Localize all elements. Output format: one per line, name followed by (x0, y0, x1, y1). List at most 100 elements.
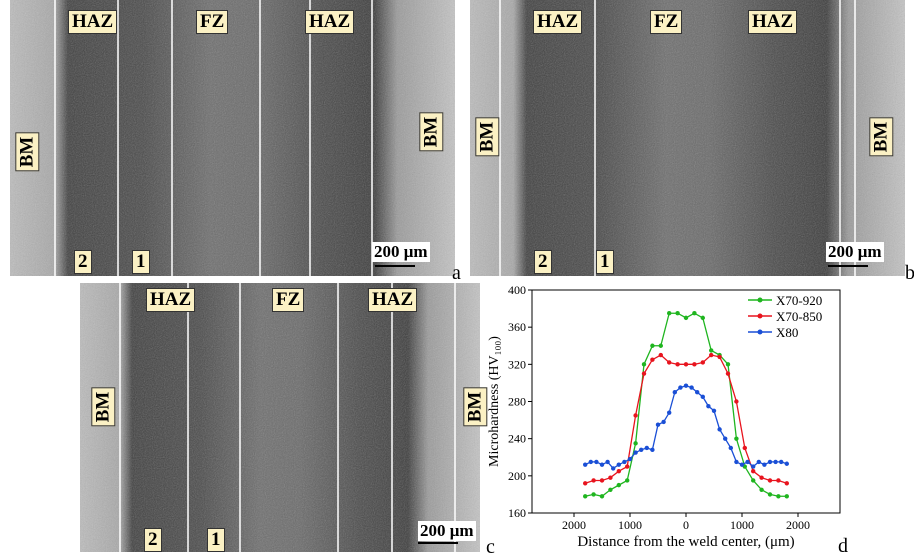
data-point (695, 390, 699, 394)
data-point (583, 462, 587, 466)
data-point (583, 481, 587, 485)
zone-label: HAZ (68, 10, 117, 34)
legend-marker (758, 298, 763, 303)
data-point (594, 460, 598, 464)
data-point (617, 483, 621, 487)
y-tick-label: 240 (508, 432, 526, 446)
data-point (659, 344, 663, 348)
zone-label: HAZ (368, 288, 417, 312)
zone-label: HAZ (146, 288, 195, 312)
zone-label: 1 (132, 250, 150, 274)
x-tick-label: 2000 (786, 518, 810, 532)
data-point (650, 357, 654, 361)
data-point (701, 360, 705, 364)
data-point (709, 353, 713, 357)
y-tick-label: 160 (508, 506, 526, 520)
zone-label: HAZ (748, 10, 797, 34)
data-point (675, 311, 679, 315)
figure: 16020024028032036040020001000010002000Di… (0, 0, 914, 552)
data-point (628, 457, 632, 461)
data-point (751, 469, 755, 473)
zone-label-vertical: BM (463, 388, 487, 427)
data-point (762, 462, 766, 466)
data-point (751, 464, 755, 468)
data-point (734, 436, 738, 440)
zone-label: FZ (196, 10, 228, 34)
data-point (589, 460, 593, 464)
y-axis-label: Microhardness (HV₁₀₀) (487, 336, 502, 467)
x-axis-label: Distance from the weld center, (μm) (577, 534, 794, 550)
data-point (712, 409, 716, 413)
scale-bar-label: 200 μm (826, 242, 884, 262)
data-point (608, 475, 612, 479)
data-point (656, 423, 660, 427)
data-point (678, 385, 682, 389)
data-point (773, 460, 777, 464)
data-point (759, 488, 763, 492)
zone-label-vertical: BM (475, 118, 499, 157)
data-point (642, 371, 646, 375)
data-point (684, 362, 688, 366)
data-point (729, 446, 733, 450)
y-tick-label: 320 (508, 357, 526, 371)
zone-label-vertical: BM (419, 113, 443, 152)
zone-label: HAZ (533, 10, 582, 34)
legend-label: X80 (776, 325, 798, 340)
data-point (701, 395, 705, 399)
data-point (701, 316, 705, 320)
data-point (622, 460, 626, 464)
data-point (743, 446, 747, 450)
y-tick-label: 360 (508, 320, 526, 334)
data-point (667, 410, 671, 414)
data-point (726, 371, 730, 375)
zone-label-vertical: BM (15, 133, 39, 172)
zone-label: 2 (74, 250, 92, 274)
data-point (785, 462, 789, 466)
data-point (768, 492, 772, 496)
zone-label: 1 (596, 250, 614, 274)
data-point (734, 460, 738, 464)
data-point (768, 460, 772, 464)
panel-letter: b (905, 262, 914, 285)
data-point (726, 362, 730, 366)
data-point (684, 384, 688, 388)
data-point (600, 478, 604, 482)
data-point (633, 441, 637, 445)
data-point (723, 436, 727, 440)
x-tick-label: 1000 (730, 518, 754, 532)
legend-label: X70-850 (776, 309, 822, 324)
data-point (757, 460, 761, 464)
zone-label-vertical: BM (869, 118, 893, 157)
data-point (675, 362, 679, 366)
scale-bar-label: 200 μm (372, 242, 430, 262)
zone-label: FZ (272, 288, 304, 312)
data-point (692, 362, 696, 366)
data-point (650, 448, 654, 452)
scale-bar-label: 200 μm (418, 521, 476, 541)
legend-marker (758, 330, 763, 335)
legend-marker (758, 314, 763, 319)
data-point (684, 316, 688, 320)
data-point (673, 390, 677, 394)
data-point (667, 311, 671, 315)
data-point (779, 460, 783, 464)
data-point (591, 492, 595, 496)
data-point (709, 348, 713, 352)
zone-label-vertical: BM (91, 388, 115, 427)
data-point (776, 494, 780, 498)
data-point (785, 494, 789, 498)
panel-letter: a (452, 262, 461, 285)
data-point (759, 475, 763, 479)
zone-label: 2 (144, 528, 162, 552)
zone-label: FZ (650, 10, 682, 34)
data-point (692, 311, 696, 315)
x-tick-label: 2000 (562, 518, 586, 532)
data-point (611, 466, 615, 470)
data-point (745, 460, 749, 464)
y-tick-label: 280 (508, 395, 526, 409)
data-point (717, 355, 721, 359)
data-point (583, 494, 587, 498)
data-point (645, 446, 649, 450)
zone-label: HAZ (305, 10, 354, 34)
data-point (717, 427, 721, 431)
